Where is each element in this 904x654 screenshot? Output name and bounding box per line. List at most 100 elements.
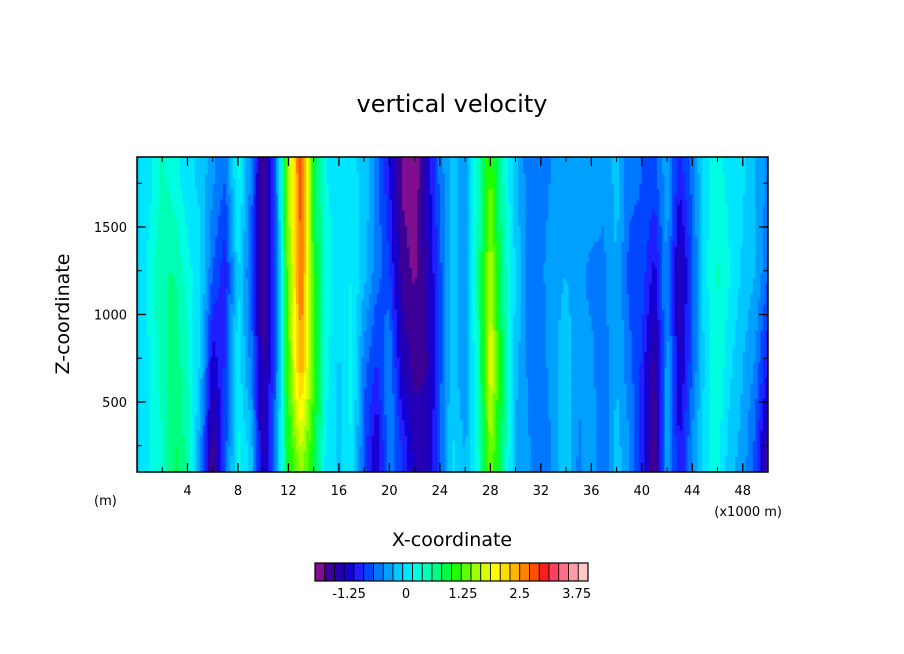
heatmap-cell [195,382,199,389]
heatmap-cell [207,466,211,472]
heatmap-cell [192,430,196,436]
heatmap-cell [270,340,274,347]
heatmap-cell [154,183,158,190]
heatmap-cell [237,346,242,352]
heatmap-cell [147,288,151,295]
heatmap-cell [250,382,254,389]
heatmap-cell [258,178,262,184]
heatmap-cell [227,314,231,321]
heatmap-cell [177,230,181,237]
heatmap-cell [190,298,194,305]
heatmap-cell [190,451,194,457]
heatmap-cell [260,293,264,300]
heatmap-cell [172,325,176,331]
heatmap-cell [240,214,244,221]
heatmap-cell [187,298,191,305]
heatmap-cell [157,209,161,216]
heatmap-cell [263,288,267,295]
heatmap-cell [280,288,284,295]
heatmap-cell [152,456,156,463]
heatmap-cell [149,235,153,242]
heatmap-cell [177,451,181,457]
heatmap-cell [225,256,229,263]
heatmap-cell [174,356,178,363]
heatmap-cell [200,225,204,232]
heatmap-cell [227,419,231,426]
heatmap-cell [280,277,284,284]
heatmap-cell [197,445,201,452]
heatmap-cell [215,304,219,310]
heatmap-cell [179,241,184,247]
heatmap-cell [152,204,156,211]
heatmap-cell [142,435,146,442]
heatmap-cell [263,235,267,242]
heatmap-cell [144,377,148,384]
heatmap-cell [157,319,161,326]
heatmap-cell [248,325,252,331]
heatmap-cell [169,356,173,363]
heatmap-cell [184,377,189,384]
heatmap-cell [147,351,151,358]
heatmap-cell [248,440,252,447]
heatmap-cell [159,267,163,274]
heatmap-cell [164,256,168,263]
heatmap-cell [172,178,176,184]
heatmap-cell [192,162,196,169]
heatmap-cell [217,309,221,316]
heatmap-cell [179,256,184,263]
heatmap-cell [225,272,229,279]
heatmap-cell [268,293,272,300]
heatmap-cell [232,214,237,221]
heatmap-cell [187,445,191,452]
heatmap-cell [192,167,196,174]
heatmap-cell [144,298,148,305]
heatmap-cell [275,246,279,253]
heatmap-cell [167,456,171,463]
heatmap-cell [207,172,211,179]
heatmap-cell [278,157,282,163]
heatmap-cell [245,367,249,373]
heatmap-cell [205,193,209,200]
heatmap-cell [243,309,247,316]
heatmap-cell [174,235,178,242]
heatmap-cell [184,409,189,415]
heatmap-cell [245,230,249,237]
heatmap-cell [167,167,171,174]
heatmap-cell [260,388,264,394]
heatmap-cell [217,346,221,352]
heatmap-cell [278,246,282,253]
heatmap-cell [243,403,247,410]
heatmap-cell [167,251,171,258]
heatmap-cell [278,172,282,179]
heatmap-cell [263,456,267,463]
heatmap-cell [174,267,178,274]
heatmap-cell [258,430,262,436]
heatmap-cell [147,372,151,379]
heatmap-cell [280,372,284,379]
heatmap-cell [260,361,264,368]
heatmap-cell [200,325,204,331]
heatmap-cell [258,356,262,363]
heatmap-cell [157,377,161,384]
heatmap-cell [169,330,173,337]
heatmap-cell [167,183,171,190]
heatmap-cell [235,393,239,400]
heatmap-cell [230,466,234,472]
heatmap-cell [154,356,158,363]
heatmap-cell [237,372,242,379]
heatmap-cell [222,435,226,442]
heatmap-cell [237,293,242,300]
heatmap-cell [207,382,211,389]
heatmap-cell [255,377,259,384]
heatmap-cell [278,398,282,405]
heatmap-cell [202,461,206,468]
heatmap-cell [182,267,186,274]
heatmap-cell [222,382,226,389]
heatmap-cell [235,272,239,279]
heatmap-cell [187,214,191,221]
heatmap-cell [215,393,219,400]
heatmap-cell [164,167,168,174]
heatmap-cell [255,440,259,447]
heatmap-cell [258,193,262,200]
heatmap-cell [162,388,166,394]
